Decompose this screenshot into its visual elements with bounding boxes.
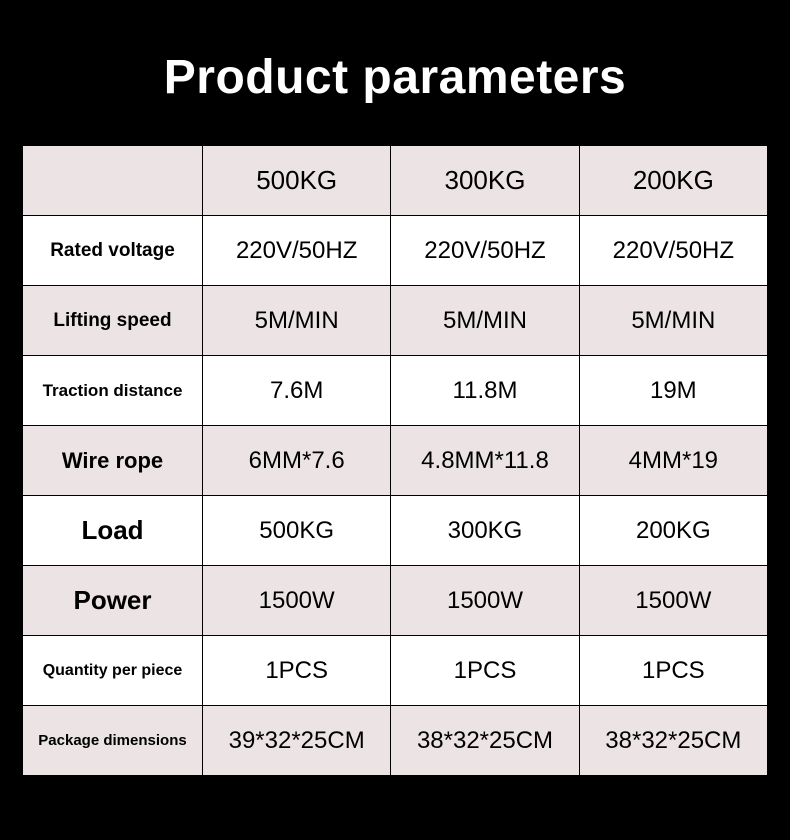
cell-value: 500KG xyxy=(203,496,391,566)
cell-value: 5M/MIN xyxy=(391,286,579,356)
row-label: Traction distance xyxy=(23,356,203,426)
header-blank-cell xyxy=(23,146,203,216)
cell-value: 220V/50HZ xyxy=(579,216,767,286)
table-row: Lifting speed5M/MIN5M/MIN5M/MIN xyxy=(23,286,768,356)
table-row: Traction distance7.6M11.8M19M xyxy=(23,356,768,426)
row-label: Rated voltage xyxy=(23,216,203,286)
model-header: 300KG xyxy=(391,146,579,216)
cell-value: 1PCS xyxy=(579,636,767,706)
cell-value: 19M xyxy=(579,356,767,426)
cell-value: 38*32*25CM xyxy=(391,706,579,776)
cell-value: 1500W xyxy=(391,566,579,636)
row-label: Power xyxy=(23,566,203,636)
cell-value: 39*32*25CM xyxy=(203,706,391,776)
cell-value: 5M/MIN xyxy=(579,286,767,356)
cell-value: 6MM*7.6 xyxy=(203,426,391,496)
table-row: Wire rope6MM*7.64.8MM*11.84MM*19 xyxy=(23,426,768,496)
cell-value: 4.8MM*11.8 xyxy=(391,426,579,496)
table-row: Load500KG300KG200KG xyxy=(23,496,768,566)
table-row: Quantity per piece1PCS1PCS1PCS xyxy=(23,636,768,706)
table-container: 500KG300KG200KGRated voltage220V/50HZ220… xyxy=(0,145,790,840)
table-row: Rated voltage220V/50HZ220V/50HZ220V/50HZ xyxy=(23,216,768,286)
cell-value: 5M/MIN xyxy=(203,286,391,356)
row-label: Package dimensions xyxy=(23,706,203,776)
table-header-row: 500KG300KG200KG xyxy=(23,146,768,216)
cell-value: 1500W xyxy=(203,566,391,636)
cell-value: 38*32*25CM xyxy=(579,706,767,776)
row-label: Lifting speed xyxy=(23,286,203,356)
table-row: Power1500W1500W1500W xyxy=(23,566,768,636)
cell-value: 220V/50HZ xyxy=(391,216,579,286)
cell-value: 4MM*19 xyxy=(579,426,767,496)
table-row: Package dimensions39*32*25CM38*32*25CM38… xyxy=(23,706,768,776)
cell-value: 1PCS xyxy=(203,636,391,706)
cell-value: 300KG xyxy=(391,496,579,566)
model-header: 200KG xyxy=(579,146,767,216)
table-body: 500KG300KG200KGRated voltage220V/50HZ220… xyxy=(23,146,768,776)
cell-value: 200KG xyxy=(579,496,767,566)
model-header: 500KG xyxy=(203,146,391,216)
cell-value: 220V/50HZ xyxy=(203,216,391,286)
cell-value: 1PCS xyxy=(391,636,579,706)
page: Product parameters 500KG300KG200KGRated … xyxy=(0,0,790,840)
cell-value: 1500W xyxy=(579,566,767,636)
cell-value: 11.8M xyxy=(391,356,579,426)
row-label: Quantity per piece xyxy=(23,636,203,706)
cell-value: 7.6M xyxy=(203,356,391,426)
row-label: Load xyxy=(23,496,203,566)
row-label: Wire rope xyxy=(23,426,203,496)
parameters-table: 500KG300KG200KGRated voltage220V/50HZ220… xyxy=(22,145,768,776)
page-title: Product parameters xyxy=(0,0,790,145)
